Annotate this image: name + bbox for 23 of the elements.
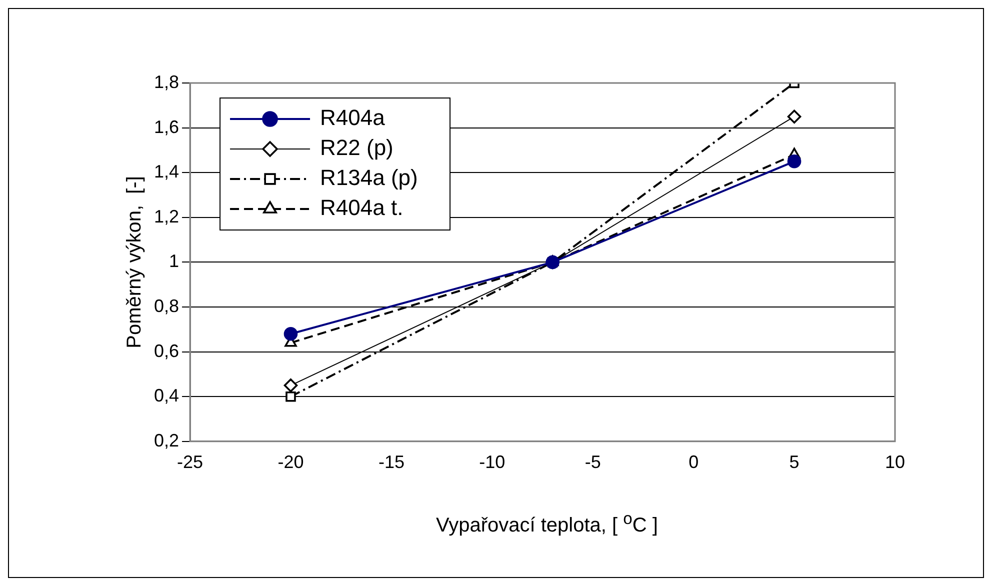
y-tick-label: 1,6: [154, 116, 180, 137]
x-tick-label: -15: [378, 452, 404, 472]
x-tick-label: -20: [278, 452, 304, 472]
y-tick-label: 0,6: [154, 340, 180, 361]
legend-label: R404a: [320, 105, 386, 130]
x-tick-label: -25: [177, 452, 204, 472]
legend-label: R134a (p): [320, 165, 418, 190]
y-tick-label: 1,8: [154, 72, 180, 92]
x-tick-label: 10: [884, 452, 906, 472]
x-tick-label: -5: [584, 452, 601, 472]
y-tick-label: 0,2: [154, 430, 180, 450]
x-tick-label: -10: [479, 452, 506, 472]
legend-label: R22 (p): [320, 135, 394, 160]
y-tick-label: 0,8: [154, 296, 180, 316]
y-tick-label: 1: [169, 251, 180, 272]
y-tick-label: 1,2: [154, 206, 180, 226]
y-tick-label: 0,4: [154, 386, 180, 406]
y-tick-label: 1,4: [154, 162, 180, 182]
legend-label: R404a t.: [320, 195, 404, 220]
x-tick-label: 5: [789, 452, 800, 472]
x-axis-title: Vypařovací teplota, [ $^{o}$C ]: [435, 509, 659, 538]
y-axis-title: Poměrný výkon, [-]: [124, 176, 146, 348]
x-tick-label: 0: [688, 452, 699, 472]
